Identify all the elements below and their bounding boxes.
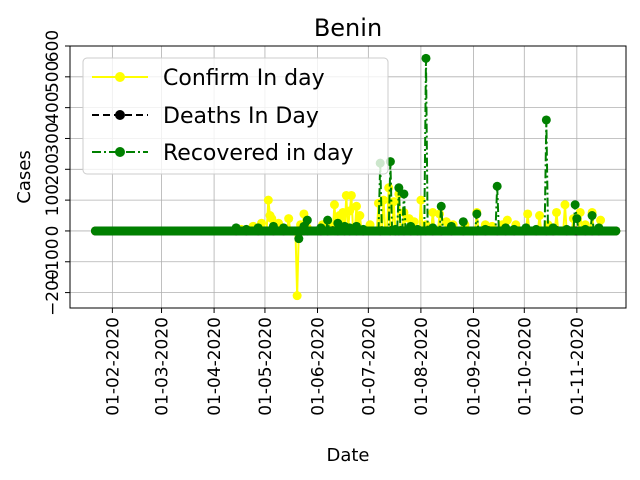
- x-tick-label: 01-10-2020: [515, 317, 535, 416]
- x-tick-label: 01-08-2020: [412, 317, 432, 416]
- legend-label-deaths: Deaths In Day: [163, 104, 319, 129]
- legend-label-confirm: Confirm In day: [163, 66, 325, 91]
- data-point: [502, 215, 512, 225]
- data-point: [611, 226, 621, 236]
- x-tick-label: 01-04-2020: [205, 317, 225, 416]
- data-point: [560, 200, 570, 210]
- series-layer: [90, 53, 621, 301]
- y-tick-label: 600: [43, 30, 63, 62]
- y-tick-label: 300: [43, 122, 63, 154]
- legend-label-recovered: Recovered in day: [163, 141, 354, 166]
- x-tick-label: 01-05-2020: [256, 317, 276, 416]
- data-point: [302, 215, 312, 225]
- data-point: [492, 181, 502, 191]
- data-point: [541, 115, 551, 125]
- data-point: [346, 190, 356, 200]
- y-tick-label: 400: [43, 91, 63, 123]
- data-point: [263, 195, 273, 205]
- legend-marker-deaths: [115, 110, 125, 120]
- data-point: [351, 201, 361, 211]
- y-axis-label: Cases: [14, 150, 35, 203]
- chart-title: Benin: [314, 14, 382, 42]
- x-tick-label: 01-07-2020: [359, 317, 379, 416]
- data-point: [572, 214, 582, 224]
- y-tick-label: 200: [43, 153, 63, 185]
- x-tick-label: 01-09-2020: [464, 317, 484, 416]
- data-point: [284, 214, 294, 224]
- legend: Confirm In day Deaths In Day Recovered i…: [82, 57, 389, 175]
- data-point: [535, 211, 545, 221]
- data-point: [416, 195, 426, 205]
- legend-marker-recovered: [115, 147, 125, 157]
- y-tick-label: 0: [43, 226, 63, 237]
- data-point: [345, 206, 355, 216]
- data-point: [596, 215, 606, 225]
- x-tick-label: 01-06-2020: [308, 317, 328, 416]
- data-point: [570, 200, 580, 210]
- data-point: [338, 207, 348, 217]
- plot-frame: [69, 45, 627, 309]
- y-tick-label: 100: [43, 184, 63, 216]
- legend-box: [82, 57, 389, 175]
- y-tick-label: −200: [43, 269, 63, 316]
- data-point: [333, 218, 343, 228]
- x-tick-label: 01-02-2020: [103, 317, 123, 416]
- x-tick-label: 01-03-2020: [153, 317, 173, 416]
- data-point: [472, 209, 482, 219]
- data-point: [458, 217, 468, 227]
- y-tick-label: −100: [43, 238, 63, 285]
- x-tick-label: 01-11-2020: [568, 317, 588, 416]
- data-point: [587, 211, 597, 221]
- data-point: [436, 201, 446, 211]
- data-point: [292, 291, 302, 301]
- data-point: [355, 211, 365, 221]
- data-point: [523, 209, 533, 219]
- data-point: [294, 234, 304, 244]
- data-point: [394, 183, 404, 193]
- x-axis: 01-02-2020 01-03-2020 01-04-2020 01-05-2020…: [103, 308, 588, 416]
- data-point: [329, 200, 339, 210]
- legend-marker-confirm: [115, 72, 125, 82]
- data-point: [389, 197, 399, 207]
- x-axis-label: Date: [326, 445, 369, 466]
- data-point: [267, 214, 277, 224]
- data-point: [323, 215, 333, 225]
- data-point: [399, 189, 409, 199]
- data-point: [421, 53, 431, 63]
- data-point: [428, 207, 438, 217]
- data-point: [552, 207, 561, 217]
- y-tick-label: 500: [43, 61, 63, 93]
